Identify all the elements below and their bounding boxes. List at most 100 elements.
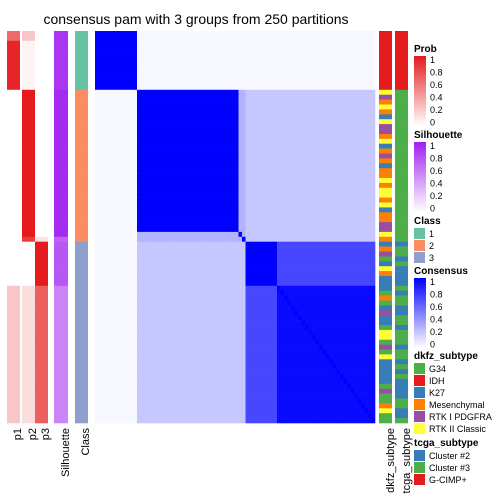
consensus-cell — [210, 202, 215, 208]
consensus-cell — [273, 109, 278, 115]
consensus-cell — [322, 182, 327, 189]
consensus-cell — [217, 173, 222, 179]
consensus-cell — [186, 310, 190, 316]
consensus-cell — [333, 285, 337, 291]
consensus-cell — [207, 65, 211, 71]
consensus-cell — [109, 89, 113, 95]
consensus-cell — [326, 251, 330, 257]
consensus-cell — [221, 173, 225, 179]
consensus-cell — [214, 40, 218, 46]
consensus-cell — [196, 119, 201, 125]
consensus-cell — [245, 192, 250, 198]
consensus-cell — [329, 70, 334, 76]
consensus-cell — [130, 246, 134, 252]
consensus-cell — [151, 251, 155, 257]
consensus-cell — [179, 133, 183, 140]
consensus-cell — [364, 300, 369, 306]
consensus-cell — [109, 256, 113, 262]
consensus-cell — [263, 55, 267, 61]
consensus-cell — [102, 231, 106, 238]
consensus-cell — [193, 163, 197, 169]
consensus-cell — [130, 138, 134, 144]
consensus-cell — [371, 241, 376, 247]
consensus-cell — [315, 40, 320, 46]
consensus-cell — [109, 94, 113, 100]
consensus-cell — [294, 40, 299, 46]
consensus-cell — [291, 241, 295, 247]
consensus-cell — [186, 173, 190, 179]
consensus-cell — [105, 129, 110, 135]
consensus-cell — [294, 158, 299, 164]
consensus-cell — [168, 163, 173, 169]
consensus-cell — [105, 143, 110, 149]
consensus-cell — [364, 129, 369, 135]
consensus-cell — [263, 222, 267, 228]
consensus-cell — [315, 31, 320, 37]
consensus-cell — [280, 153, 285, 159]
consensus-cell — [270, 109, 274, 115]
consensus-cell — [287, 143, 292, 149]
silhouette-cell — [54, 31, 68, 37]
consensus-cell — [193, 290, 197, 296]
consensus-cell — [119, 45, 124, 51]
consensus-cell — [193, 187, 197, 193]
consensus-cell — [301, 124, 306, 130]
consensus-cell — [252, 168, 257, 174]
consensus-cell — [280, 212, 285, 218]
consensus-cell — [368, 143, 372, 149]
consensus-cell — [214, 310, 218, 316]
consensus-cell — [161, 114, 166, 120]
consensus-cell — [329, 227, 334, 233]
consensus-cell — [277, 104, 281, 110]
consensus-cell — [221, 124, 225, 130]
consensus-cell — [350, 124, 355, 130]
consensus-cell — [301, 40, 306, 46]
consensus-cell — [252, 266, 257, 272]
consensus-cell — [137, 138, 141, 144]
consensus-cell — [291, 280, 295, 287]
p2-cell — [22, 378, 35, 385]
consensus-cell — [256, 143, 260, 149]
consensus-cell — [256, 75, 260, 81]
consensus-cell — [116, 148, 120, 154]
consensus-cell — [319, 192, 323, 198]
consensus-cell — [200, 109, 204, 115]
consensus-cell — [238, 212, 243, 218]
consensus-cell — [165, 114, 169, 120]
consensus-cell — [179, 182, 183, 189]
consensus-cell — [294, 75, 299, 81]
consensus-cell — [193, 227, 197, 233]
consensus-cell — [165, 295, 169, 301]
consensus-cell — [144, 280, 148, 287]
consensus-cell — [270, 295, 274, 301]
consensus-cell — [168, 173, 173, 179]
consensus-cell — [151, 163, 155, 169]
consensus-cell — [214, 271, 218, 277]
consensus-cell — [371, 266, 376, 272]
consensus-cell — [322, 192, 327, 198]
p1-cell — [7, 80, 20, 86]
consensus-cell — [165, 241, 169, 247]
consensus-cell — [291, 212, 295, 218]
consensus-cell — [256, 197, 260, 203]
consensus-cell — [144, 310, 148, 316]
consensus-cell — [263, 50, 267, 56]
consensus-cell — [242, 261, 246, 267]
consensus-cell — [151, 236, 155, 242]
consensus-cell — [305, 84, 309, 91]
consensus-cell — [294, 133, 299, 140]
consensus-cell — [256, 89, 260, 95]
consensus-cell — [266, 45, 271, 51]
consensus-cell — [189, 266, 194, 272]
consensus-cell — [270, 75, 274, 81]
consensus-cell — [112, 202, 117, 208]
consensus-cell — [116, 65, 120, 71]
consensus-cell — [144, 35, 148, 42]
consensus-cell — [175, 119, 180, 125]
consensus-cell — [364, 60, 369, 66]
consensus-cell — [123, 35, 127, 42]
consensus-cell — [364, 104, 369, 110]
p1-cell — [7, 45, 20, 51]
consensus-matrix — [95, 31, 376, 424]
consensus-cell — [340, 94, 344, 100]
